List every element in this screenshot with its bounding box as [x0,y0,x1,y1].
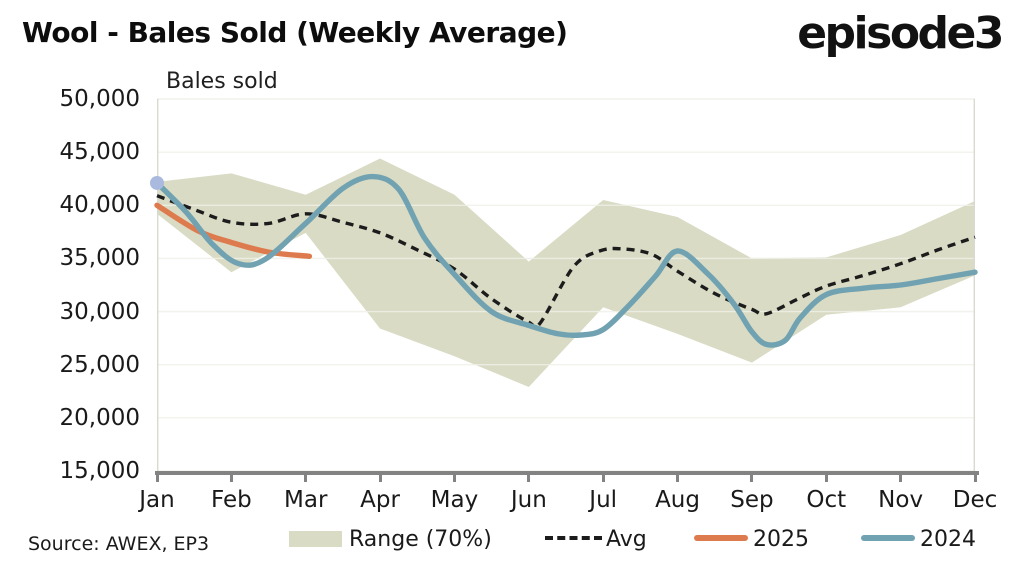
chart-plot-area [150,98,978,472]
x-axis-tick [601,475,605,482]
x-axis-month-label: Jun [510,487,547,513]
y-axis-tick-label: 50,000 [59,86,140,112]
x-axis-line [155,471,979,482]
x-axis-month-label: May [430,487,479,513]
x-axis-tick [155,475,159,482]
y-axis-tick-label: 20,000 [59,404,140,431]
brand-logo: episode3 [797,8,1004,59]
chart-svg [150,98,978,472]
x-axis-month-label: Apr [360,487,400,513]
x-axis-month-label: Jul [589,487,618,513]
source-note: Source: AWEX, EP3 [28,533,210,555]
x-axis-tick [676,475,680,482]
x-axis-tick [750,475,754,482]
x-axis-tick [973,475,977,482]
x-axis-tick [527,475,531,482]
x-axis-month-label: Mar [284,487,328,513]
legend-label-range: Range (70%) [349,527,492,552]
legend-swatch-range-band [289,531,342,547]
range-band [157,158,975,387]
x-axis-tick [899,475,903,482]
x-axis-tick [452,475,456,482]
x-axis-month-label: Dec [952,487,998,513]
y-axis-tick-label: 35,000 [59,245,140,272]
x-axis-month-label: Feb [210,487,252,513]
page-title: Wool - Bales Sold (Weekly Average) [22,16,568,49]
legend-label-avg: Avg [606,527,647,552]
x-axis-month-label: Sep [730,487,774,513]
x-axis-tick [304,475,308,482]
x-axis-month-label: Aug [655,487,700,513]
series-2024-line [154,173,978,348]
legend-label-2025: 2025 [753,527,809,552]
x-axis-month-label: Nov [878,487,924,513]
legend-label-2024: 2024 [920,527,976,552]
jan-start-marker [150,175,164,190]
y-axis-title: Bales sold [166,69,278,94]
y-axis-tick-label: 15,000 [59,458,140,484]
y-axis-tick-label: 25,000 [59,351,140,378]
x-axis-month-label: Jan [139,487,175,513]
series-avg-line [156,194,976,330]
y-axis-tick-label: 45,000 [59,139,140,166]
x-axis-tick [378,475,382,482]
x-axis-month-label: Oct [806,487,847,513]
legend-swatch-avg-dashed [545,536,602,540]
y-axis-tick-label: 30,000 [59,298,140,325]
x-axis-tick [824,475,828,482]
x-axis-tick [229,475,233,482]
legend-swatch-2024-line [861,535,915,541]
y-axis-tick-label: 40,000 [59,192,140,219]
legend-swatch-2025-line [694,535,748,541]
series-2025-line [154,202,313,259]
